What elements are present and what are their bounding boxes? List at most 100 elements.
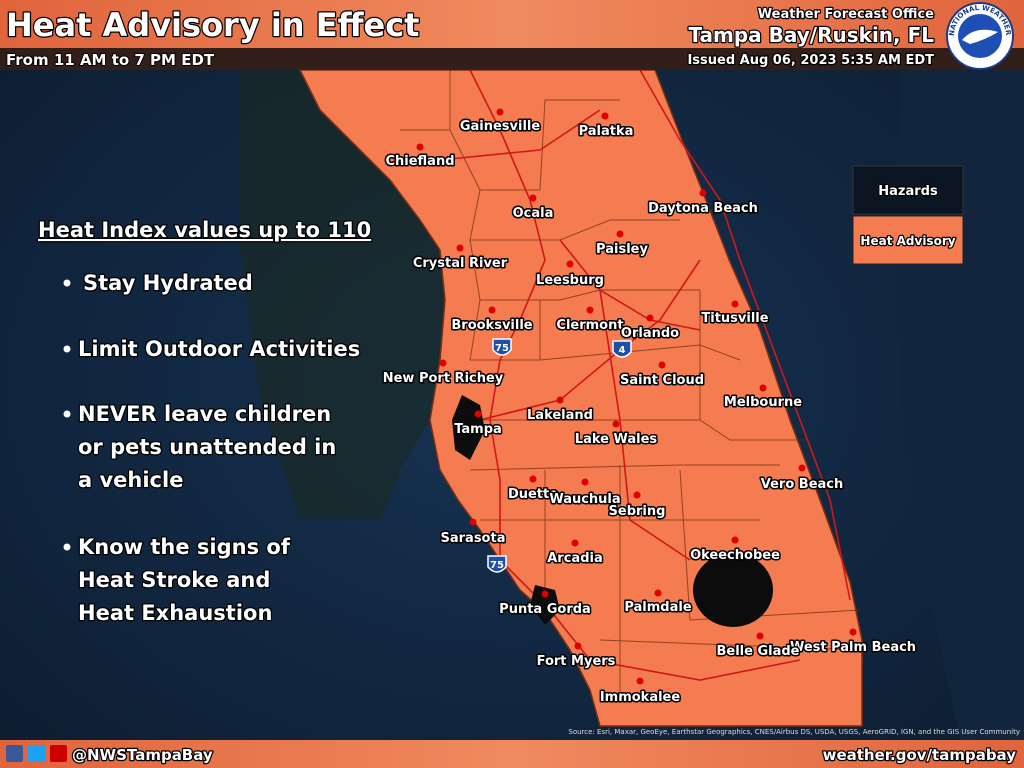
city-dot xyxy=(633,491,641,499)
website[interactable]: weather.gov/tampabay xyxy=(821,745,1017,766)
bullet-line: Heat Stroke and xyxy=(78,568,270,592)
shield-label: 75 xyxy=(495,343,509,354)
source-credit: Source: Esri, Maxar, GeoEye, Earthstar G… xyxy=(568,728,1020,736)
city-dot xyxy=(636,677,644,685)
highway-shields: 75 4 75 xyxy=(487,338,632,573)
legend-header xyxy=(852,165,964,215)
city-dot xyxy=(541,590,549,598)
city-label: Palmdale xyxy=(624,600,691,615)
city-label: Sarasota xyxy=(441,531,506,546)
coastal-water xyxy=(240,70,445,520)
city-label: Okeechobee xyxy=(690,548,780,563)
charlotte-harbor xyxy=(530,585,560,625)
subtitle-bar xyxy=(0,48,1024,70)
bullet-line: Know the signs of xyxy=(78,535,291,559)
city-label: Ocala xyxy=(513,206,554,221)
city-label: Tampa xyxy=(454,422,502,437)
city-label: Paisley xyxy=(596,242,648,257)
city-dot xyxy=(654,589,662,597)
bullet-line: or pets unattended in xyxy=(78,435,336,459)
legend-title: Hazards xyxy=(878,184,938,199)
shield-label: 75 xyxy=(490,560,504,571)
shield xyxy=(492,338,512,356)
city-label: Leesburg xyxy=(536,273,604,288)
facebook-icon[interactable] xyxy=(6,745,23,762)
city-dot xyxy=(731,300,739,308)
legend-item: Heat Advisory xyxy=(860,234,955,248)
lake-okeechobee xyxy=(693,553,773,627)
city-label: Chiefland xyxy=(385,154,454,169)
city-label: Daytona Beach xyxy=(648,201,758,216)
office: Tampa Bay/Ruskin, FL xyxy=(688,23,934,47)
city-label: Punta Gorda xyxy=(499,602,591,617)
header-bar xyxy=(0,0,1024,48)
city-dot xyxy=(731,536,739,544)
city-dot xyxy=(756,632,764,640)
city-label: Immokalee xyxy=(600,690,681,705)
city-dot xyxy=(474,410,482,418)
city-dot xyxy=(658,361,666,369)
issued: Issued Aug 06, 2023 5:35 AM EDT xyxy=(687,53,934,68)
city-dot xyxy=(759,384,767,392)
city-label: Sebring xyxy=(609,504,666,519)
city-label: Palatka xyxy=(579,124,634,139)
city-dot xyxy=(601,112,609,120)
city-label: Melbourne xyxy=(724,395,802,410)
city-dot xyxy=(556,396,564,404)
shield-label: 4 xyxy=(619,345,626,356)
city-label: Titusville xyxy=(701,311,768,326)
city-label: Gainesville xyxy=(460,119,541,134)
city-label: Clermont xyxy=(556,318,623,333)
footer-bar xyxy=(0,740,1024,768)
city-label: Arcadia xyxy=(547,551,603,566)
bullet-dot xyxy=(63,410,71,418)
city-label: Vero Beach xyxy=(761,477,844,492)
city-label: Lake Wales xyxy=(575,432,658,447)
bullet-dot xyxy=(63,543,71,551)
city-label: Orlando xyxy=(621,326,679,341)
city-dot xyxy=(456,244,464,252)
city-label: Brooksville xyxy=(451,318,532,333)
cities: Gainesville Palatka Chiefland Ocala Daytona … xyxy=(381,108,918,707)
city-label: Lakeland xyxy=(527,408,593,423)
city-label: Crystal River xyxy=(413,256,508,271)
city-dot xyxy=(616,230,624,238)
city-dot xyxy=(581,478,589,486)
city-dot xyxy=(586,306,594,314)
bullet-dot xyxy=(63,279,71,287)
bullet-line: Stay Hydrated xyxy=(83,271,253,295)
city-dot xyxy=(798,464,806,472)
city-dot xyxy=(529,194,537,202)
city-dot xyxy=(416,143,424,151)
city-label: Duette xyxy=(508,487,558,502)
bullet-line: NEVER leave children xyxy=(78,402,331,426)
shield xyxy=(487,555,507,573)
county-borders xyxy=(400,70,861,700)
bullet-line: a vehicle xyxy=(78,468,183,492)
city-dot xyxy=(488,306,496,314)
city-label: Saint Cloud xyxy=(620,373,704,388)
city-dot xyxy=(849,628,857,636)
shield xyxy=(612,340,632,358)
city-dot xyxy=(646,314,654,322)
city-dot xyxy=(566,260,574,268)
bullet-line: Heat Exhaustion xyxy=(78,601,272,625)
city-dot xyxy=(529,475,537,483)
city-label: New Port Richey xyxy=(383,371,504,386)
youtube-icon[interactable] xyxy=(50,745,67,762)
title: Heat Advisory in Effect xyxy=(6,6,419,44)
info-heading: Heat Index values up to 110 xyxy=(38,218,371,242)
city-dot xyxy=(469,518,477,526)
city-dot xyxy=(496,108,504,116)
city-dot xyxy=(612,420,620,428)
city-label: Wauchula xyxy=(549,492,620,507)
city-label: Fort Myers xyxy=(537,654,616,669)
twitter-icon[interactable] xyxy=(28,745,45,762)
city-label: Belle Glade xyxy=(716,644,799,659)
city-dot xyxy=(571,539,579,547)
city-dot xyxy=(699,189,707,197)
city-dot xyxy=(574,642,582,650)
bullet-line: Limit Outdoor Activities xyxy=(78,337,360,361)
city-label: West Palm Beach xyxy=(790,640,916,655)
